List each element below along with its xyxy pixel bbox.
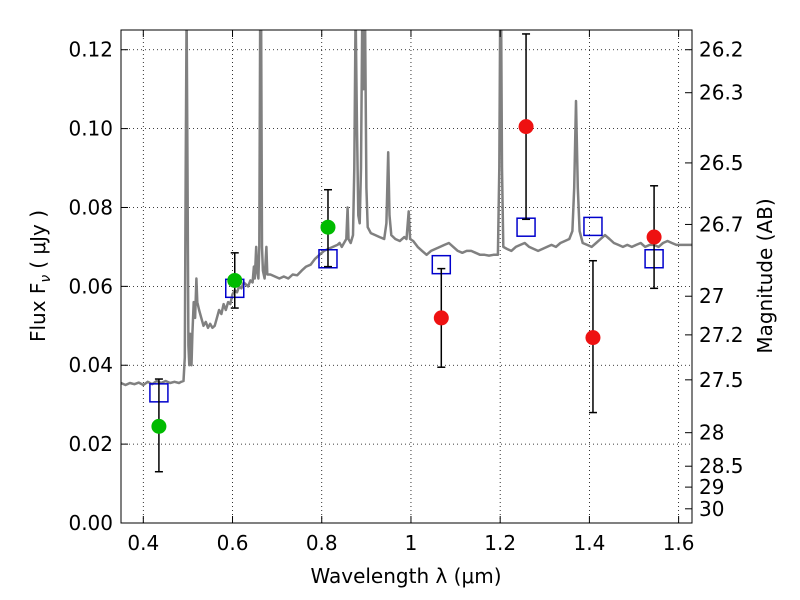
y-tick-label: 0.10 (68, 117, 113, 141)
model-spectrum-line (121, 30, 692, 387)
plot-frame (120, 29, 693, 524)
non-detection-marker (433, 310, 449, 326)
x-tick-label: 0.6 (217, 531, 249, 555)
y-tick-label: 0.02 (68, 432, 113, 456)
x-tick-label: 1 (405, 531, 418, 555)
right-tick-label: 26.2 (699, 38, 744, 62)
observed-point (518, 33, 534, 221)
right-axis-title: Magnitude (AB) (753, 198, 777, 353)
x-tick-label: 0.4 (127, 531, 159, 555)
observed-point (151, 378, 167, 473)
x-tick-label: 1.6 (663, 531, 695, 555)
right-tick-label: 26.5 (699, 151, 744, 175)
right-tick-label: 26.7 (699, 212, 744, 236)
x-axis-ticks: 0.4 0.6 0.8 1 1.2 1.4 1.6 (127, 30, 695, 555)
right-tick-label: 28.5 (699, 454, 744, 478)
observed-photometry (151, 33, 662, 473)
x-tick-label: 0.8 (306, 531, 338, 555)
plot-background (121, 30, 692, 523)
y-axis-title: Flux Fν ( μJy ) (26, 210, 54, 342)
non-detection-marker (646, 229, 662, 245)
y-axis-title-unit: ( μJy ) (26, 210, 50, 269)
y-tick-label: 0.04 (68, 353, 113, 377)
y-tick-label: 0.08 (68, 195, 113, 219)
observed-point (585, 259, 601, 414)
x-tick-label: 1.2 (484, 531, 516, 555)
right-tick-label: 30 (699, 497, 724, 521)
detection-marker (320, 219, 336, 235)
right-tick-label: 26.3 (699, 81, 744, 105)
right-tick-label: 29 (699, 475, 724, 499)
model-band-square (583, 216, 603, 237)
y-tick-label: 0.12 (68, 38, 113, 62)
y-axis-title-subscript: ν (38, 275, 54, 283)
right-tick-label: 27 (699, 284, 724, 308)
observed-point (646, 185, 662, 290)
observed-point (320, 188, 336, 268)
observed-point (227, 252, 243, 309)
detection-marker (151, 418, 167, 434)
non-detection-marker (585, 330, 601, 346)
y-tick-label: 0.00 (68, 511, 113, 535)
x-axis-title: Wavelength λ (μm) (310, 564, 501, 588)
model-spectrum (121, 30, 692, 387)
right-tick-label: 27.5 (699, 368, 744, 392)
right-tick-label: 28 (699, 421, 724, 445)
right-tick-label: 27.2 (699, 323, 744, 347)
x-tick-label: 1.4 (573, 531, 605, 555)
non-detection-marker (518, 119, 534, 135)
y-axis-ticks: 0.00 0.02 0.04 0.06 0.08 0.10 0.12 (68, 38, 128, 535)
y-tick-label: 0.06 (68, 274, 113, 298)
y-axis-title-main: Flux F (26, 283, 50, 342)
observed-point (433, 267, 449, 368)
detection-marker (227, 272, 243, 288)
